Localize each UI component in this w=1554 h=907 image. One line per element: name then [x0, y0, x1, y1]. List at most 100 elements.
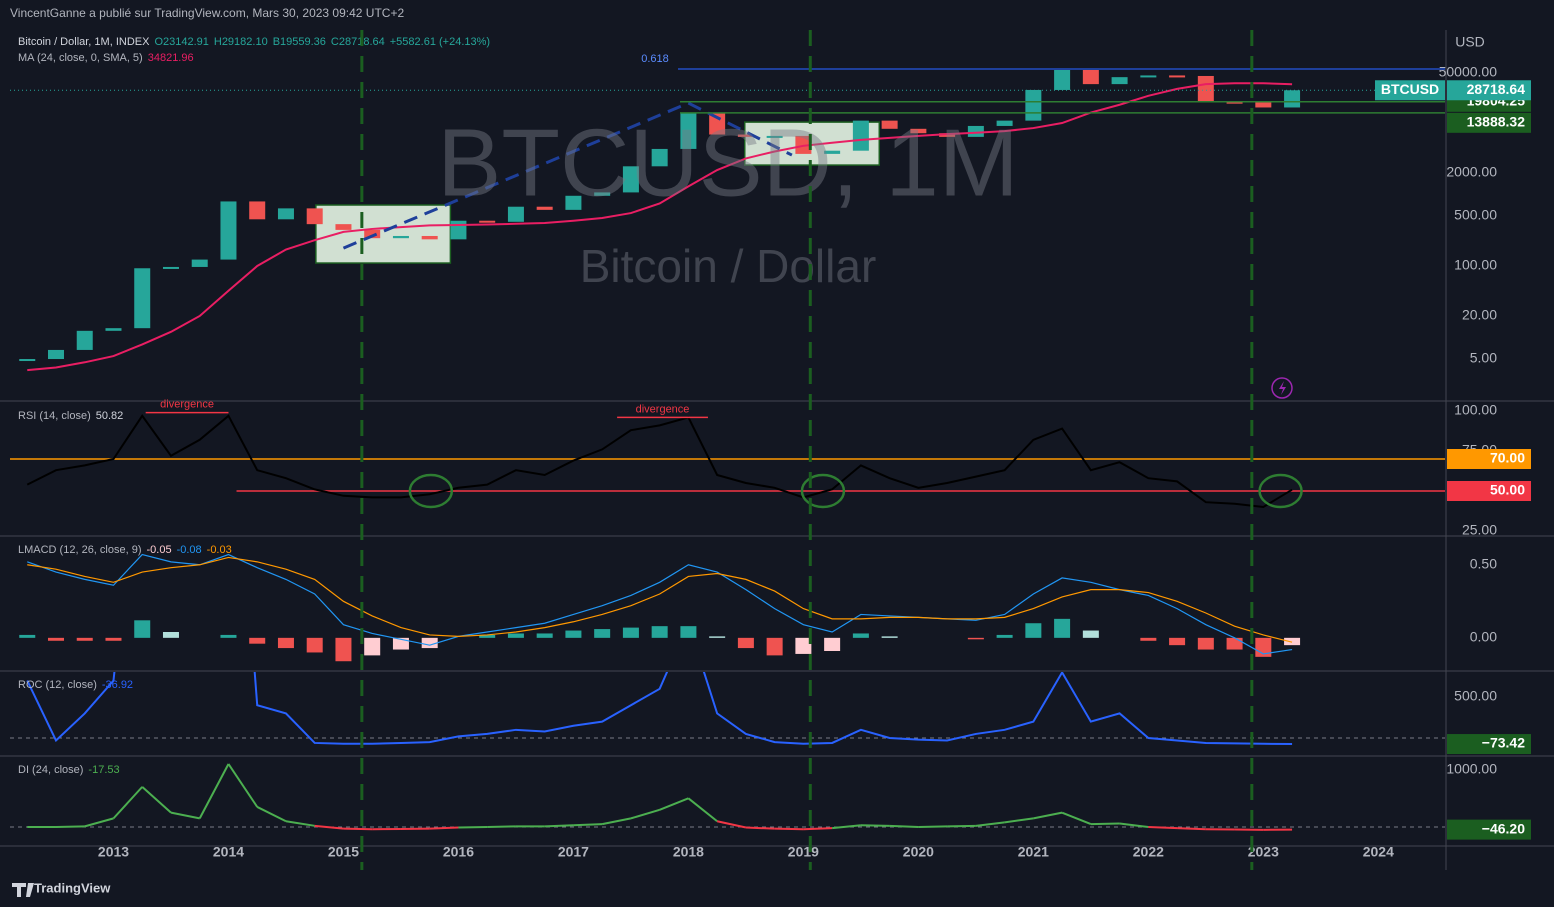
series-line [26, 414, 1293, 509]
pane [10, 68, 1445, 372]
currency: USD [1455, 34, 1485, 50]
series-segment [141, 786, 172, 814]
series-segment [659, 797, 689, 811]
x-tick-label: 2019 [788, 844, 819, 860]
legend-text: RSI (14, close) [18, 410, 91, 422]
x-tick-label: 2014 [213, 844, 244, 860]
price-badge [1447, 819, 1531, 840]
series-segment [1061, 811, 1092, 826]
candle [1025, 89, 1042, 121]
price-badge-label: −46.20 [1482, 820, 1525, 836]
candle [1226, 101, 1243, 104]
histogram-bar [1284, 637, 1301, 646]
histogram-bar [479, 634, 496, 638]
x-tick-label: 2017 [558, 844, 589, 860]
highlight-circle [800, 473, 846, 509]
histogram-bar [536, 633, 553, 638]
candle [680, 113, 697, 149]
series-segment [314, 824, 344, 830]
watermark: Bitcoin / Dollar [580, 240, 877, 292]
legend-text: -36.92 [102, 679, 133, 691]
series-segment [832, 824, 861, 830]
highlight-circle [1258, 473, 1303, 509]
x-tick-label: 2023 [1248, 844, 1279, 860]
legend-text: O23142.91 [154, 36, 208, 48]
box [315, 204, 452, 264]
histogram-bar [881, 636, 898, 638]
histogram-bar [220, 634, 237, 638]
series-segment [1033, 811, 1063, 820]
histogram-bar [795, 637, 812, 654]
series-segment [227, 763, 259, 808]
candle [105, 328, 122, 331]
price-badge-label: 28718.64 [1467, 81, 1526, 97]
series-segment [170, 811, 200, 820]
candle [162, 266, 179, 269]
candle [306, 208, 323, 225]
histogram-bar [134, 620, 151, 638]
series-segment [630, 808, 660, 820]
watermark: BTCUSD, 1M [437, 109, 1018, 216]
highlight-circle [408, 473, 454, 509]
candle [824, 150, 841, 154]
series-segment [860, 824, 890, 827]
series-line [27, 556, 1293, 643]
histogram-bar [76, 637, 93, 641]
series-segment [1177, 827, 1206, 831]
histogram-bar [709, 636, 726, 638]
legend-text: -0.08 [177, 544, 202, 556]
y-tick-label: 1000.00 [1446, 760, 1497, 776]
y-tick-label: 20.00 [1462, 307, 1497, 323]
series-segment [285, 820, 315, 827]
legend-text: Bitcoin / Dollar, 1M, INDEX [18, 36, 150, 48]
histogram-bar [507, 633, 524, 638]
histogram-bar [364, 637, 381, 656]
pane [10, 672, 1445, 746]
histogram-bar [766, 637, 783, 656]
histogram-bar [1226, 637, 1243, 650]
x-tick-label: 2020 [903, 844, 934, 860]
price-badge-label: 70.00 [1490, 450, 1525, 466]
y-tick-label: 500.00 [1454, 207, 1497, 223]
legend-text: H29182.10 [214, 36, 268, 48]
divergence-label: divergence [160, 399, 214, 411]
y-tick-label: 50000.00 [1439, 64, 1498, 80]
histogram-bar [852, 633, 869, 638]
series-segment [84, 817, 114, 828]
footer-bar [0, 871, 1554, 907]
y-tick-label: 0.00 [1470, 629, 1497, 645]
pane [10, 414, 1445, 509]
candle [1169, 75, 1186, 78]
histogram-bar [594, 629, 611, 638]
histogram-bar [1054, 618, 1071, 638]
candle [1197, 75, 1214, 102]
legend-text: B19559.36 [273, 36, 326, 48]
x-tick-label: 2024 [1363, 844, 1394, 860]
pane [19, 553, 1301, 662]
series-segment [544, 824, 574, 828]
series-segment [774, 827, 804, 831]
candle [19, 359, 36, 362]
candle [249, 201, 266, 220]
candle [220, 201, 237, 260]
symbol-badge [1375, 80, 1445, 101]
histogram-bar [737, 637, 754, 649]
legend-text: 34821.96 [148, 52, 194, 64]
legend-text: LMACD (12, 26, close, 9) [18, 544, 142, 556]
series-segment [975, 821, 1005, 827]
y-tick-label: 5.00 [1470, 350, 1497, 366]
series-segment [55, 825, 85, 828]
divergence-label: divergence [636, 403, 690, 415]
candle [421, 235, 438, 240]
histogram-bar [967, 637, 984, 640]
series-segment [601, 817, 632, 826]
candle [1054, 68, 1071, 90]
price-badge-label: −73.42 [1482, 735, 1525, 751]
series-segment [918, 825, 948, 828]
candle [622, 166, 639, 193]
candle [1082, 68, 1099, 85]
series-segment [803, 827, 833, 831]
candle [364, 229, 381, 239]
y-tick-label: 100.00 [1454, 402, 1497, 418]
